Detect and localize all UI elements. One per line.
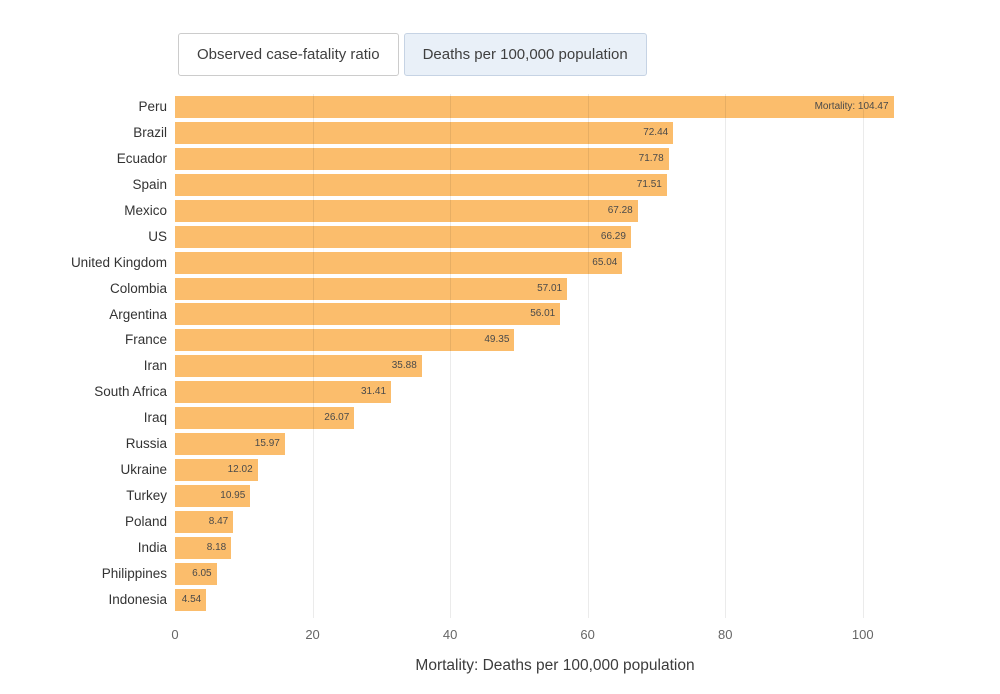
bar[interactable]: 49.35: [175, 329, 515, 352]
bar[interactable]: 10.95: [175, 485, 251, 508]
bar-row: 8.18: [175, 535, 935, 561]
bars-container: Mortality: 104.47 72.44 71.78 71.51 67.28 66.…: [175, 94, 935, 613]
category-label: Turkey: [126, 488, 167, 504]
bar[interactable]: 71.51: [175, 173, 667, 196]
x-tick-label: 20: [305, 627, 320, 642]
category-label: Peru: [138, 99, 167, 114]
category-label: United Kingdom: [70, 254, 167, 270]
bar-row: 71.78: [175, 146, 935, 172]
bar-row: 8.47: [175, 509, 935, 535]
tab-deaths-per-100k-button[interactable]: Deaths per 100,000 population: [403, 33, 647, 76]
x-tick-label: 100: [851, 627, 874, 642]
x-tick-label: 40: [442, 627, 458, 642]
category-label: India: [137, 539, 167, 555]
bar-row: 56.01: [175, 302, 935, 328]
x-axis-title: Mortality: Deaths per 100,000 population: [415, 657, 695, 674]
x-axis-tick-labels: 0 20 40 60 80 100: [171, 627, 935, 645]
bar-value-label: 8.47: [208, 515, 229, 527]
bar-value-label: 72.44: [643, 126, 669, 138]
category-label: Mexico: [124, 202, 167, 218]
bar[interactable]: 6.05: [175, 562, 217, 585]
bar[interactable]: 31.41: [175, 381, 392, 404]
bar[interactable]: 57.01: [175, 277, 568, 300]
bar-row: 10.95: [175, 483, 935, 509]
bar-value-label: 10.95: [220, 490, 246, 502]
bar[interactable]: 8.47: [175, 510, 234, 533]
bar[interactable]: 4.54: [175, 588, 207, 611]
tab-observed-cfr-button[interactable]: Observed case-fatality ratio: [178, 33, 399, 76]
category-label: Philippines: [101, 565, 167, 581]
category-label: Ecuador: [116, 150, 167, 166]
bar-row: 49.35: [175, 327, 935, 353]
bar[interactable]: 26.07: [175, 407, 355, 430]
bar[interactable]: 8.18: [175, 536, 232, 559]
category-label: Indonesia: [108, 591, 167, 607]
bar-row: 67.28: [175, 198, 935, 224]
plot-area: Mortality: 104.47 72.44 71.78 71.51 67.28 66.…: [175, 94, 935, 618]
bar-row: 72.44: [175, 120, 935, 146]
bar-value-label: 71.51: [636, 178, 662, 190]
bar-row: 35.88: [175, 353, 935, 379]
bar-row: 4.54: [175, 587, 935, 613]
bar-value-label: 71.78: [638, 152, 664, 164]
bar-row: 6.05: [175, 561, 935, 587]
bar[interactable]: 66.29: [175, 225, 631, 248]
bar-value-label: 66.29: [600, 230, 626, 242]
bar-value-label: 4.54: [181, 593, 202, 605]
category-label: Brazil: [133, 124, 167, 140]
y-axis-labels: Peru Brazil Ecuador Spain Mexico US United Kin…: [0, 94, 167, 613]
category-label: US: [148, 228, 167, 244]
bar-row: 12.02: [175, 457, 935, 483]
bar-value-label: 57.01: [537, 282, 563, 294]
bar-value-label: 56.01: [530, 308, 556, 320]
category-label: South Africa: [94, 384, 167, 400]
bar-value-label: 26.07: [324, 412, 350, 424]
bar-value-label: 65.04: [592, 256, 618, 268]
bar-row: 66.29: [175, 224, 935, 250]
bar-value-label: 67.28: [607, 204, 633, 216]
x-tick-label: 80: [717, 627, 733, 642]
category-label: Iran: [143, 358, 167, 374]
category-label: Russia: [125, 436, 167, 452]
category-label: Poland: [124, 514, 167, 529]
bar[interactable]: Mortality: 104.47: [175, 95, 894, 118]
bar-row: 15.97: [175, 431, 935, 457]
bar-row: 65.04: [175, 250, 935, 276]
bar-value-label: 15.97: [254, 438, 280, 450]
bar-value-label: 31.41: [361, 386, 387, 398]
x-tick-label: 60: [580, 627, 595, 642]
bar[interactable]: 72.44: [175, 121, 674, 144]
bar[interactable]: 56.01: [175, 303, 561, 326]
bar[interactable]: 65.04: [175, 251, 623, 274]
category-label: Spain: [132, 176, 167, 192]
bar-value-label: 49.35: [484, 334, 510, 346]
bar-value-label: 8.18: [206, 541, 227, 553]
chart-view-toggle: Observed case-fatality ratio Deaths per …: [178, 33, 647, 76]
bar-row: 26.07: [175, 405, 935, 431]
bar[interactable]: 15.97: [175, 433, 285, 456]
category-label: Iraq: [143, 410, 167, 426]
bar-value-label: 6.05: [192, 567, 212, 579]
category-label: Colombia: [109, 280, 167, 296]
bar-row: 71.51: [175, 172, 935, 198]
bar[interactable]: 12.02: [175, 459, 258, 482]
bar-row: 31.41: [175, 379, 935, 405]
bar-value-label: 35.88: [391, 360, 417, 372]
bar-row: 57.01: [175, 276, 935, 302]
category-label: Argentina: [109, 306, 167, 322]
bar-row: Mortality: 104.47: [175, 94, 935, 120]
bar[interactable]: 71.78: [175, 147, 669, 170]
category-label: France: [124, 332, 167, 348]
bar-value-label: 12.02: [227, 464, 253, 476]
bar-value-label: Mortality: 104.47: [814, 100, 889, 112]
x-tick-label: 0: [171, 627, 179, 642]
bar[interactable]: 67.28: [175, 199, 638, 222]
category-label: Ukraine: [120, 462, 167, 478]
bar[interactable]: 35.88: [175, 355, 422, 378]
